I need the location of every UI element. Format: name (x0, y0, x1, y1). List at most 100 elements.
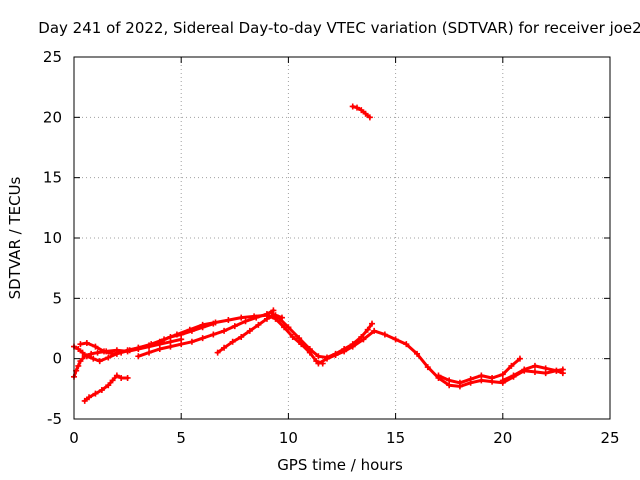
data-point (414, 350, 421, 357)
data-point (77, 358, 84, 365)
data-point (109, 377, 116, 384)
data-point (381, 331, 388, 338)
x-tick-label: 10 (279, 429, 298, 447)
data-point (499, 377, 506, 384)
x-tick-label: 0 (69, 429, 79, 447)
x-tick-label: 5 (176, 429, 186, 447)
series-arc-9 (435, 355, 523, 386)
data-point (81, 397, 88, 404)
x-axis-label: GPS time / hours (277, 456, 403, 474)
data-point (364, 326, 371, 333)
data-point (242, 318, 249, 325)
data-point (126, 347, 133, 354)
data-point (146, 349, 153, 356)
data-point (94, 349, 101, 356)
data-point (135, 344, 142, 351)
data-point (553, 367, 560, 374)
series-arc-8 (315, 327, 566, 390)
data-point (285, 324, 292, 331)
chart-title: Day 241 of 2022, Sidereal Day-to-day VTE… (38, 19, 640, 37)
data-point (263, 315, 270, 322)
data-point (210, 331, 217, 338)
data-point (315, 353, 322, 360)
grid-lines (74, 57, 610, 419)
data-point (508, 362, 515, 369)
tick-marks (73, 56, 611, 420)
data-point (229, 338, 236, 345)
data-point (118, 349, 125, 356)
y-tick-label: 15 (43, 169, 62, 187)
data-point (268, 309, 275, 316)
data-point (349, 343, 356, 350)
data-point (105, 354, 112, 361)
data-point (124, 374, 131, 381)
series-trace (269, 311, 374, 359)
data-point (369, 320, 376, 327)
data-point (113, 372, 120, 379)
data-point (75, 346, 82, 353)
data-point (332, 352, 339, 359)
data-point (358, 107, 365, 114)
y-tick-label: 10 (43, 229, 62, 247)
y-tick-label: 0 (52, 350, 62, 368)
y-tick-label: -5 (47, 410, 62, 428)
data-point (246, 327, 253, 334)
data-point (238, 314, 245, 321)
data-point (255, 321, 262, 328)
data-point (225, 317, 232, 324)
data-point (362, 110, 369, 117)
data-point (98, 387, 105, 394)
data-point (341, 348, 348, 355)
data-point (81, 353, 88, 360)
data-point (83, 339, 90, 346)
data-point (118, 374, 125, 381)
data-point (360, 336, 367, 343)
data-point (531, 362, 538, 369)
data-point (90, 355, 97, 362)
y-tick-labels: -5 0 5 10 15 20 25 (43, 48, 62, 428)
data-point (148, 341, 155, 348)
data-point (559, 370, 566, 377)
data-point (178, 341, 185, 348)
data-point (96, 358, 103, 365)
data-point (489, 374, 496, 381)
data-point (161, 336, 168, 343)
x-tick-label: 25 (600, 429, 619, 447)
data-point (86, 394, 93, 401)
data-point (105, 382, 112, 389)
data-point (79, 349, 86, 356)
data-point (403, 341, 410, 348)
data-point (221, 344, 228, 351)
data-point (354, 104, 361, 111)
data-point (542, 365, 549, 372)
data-point (188, 338, 195, 345)
data-point (238, 333, 245, 340)
series-arc-3 (81, 372, 131, 404)
y-tick-label: 25 (43, 48, 62, 66)
data-point (212, 319, 219, 326)
data-point (92, 343, 99, 350)
series-arc-6 (214, 312, 285, 356)
data-point (101, 348, 108, 355)
data-point (392, 336, 399, 343)
data-point (315, 360, 322, 367)
data-point (253, 314, 260, 321)
data-point (88, 350, 95, 357)
x-tick-label: 20 (493, 429, 512, 447)
data-point (296, 335, 303, 342)
data-point (424, 364, 431, 371)
data-point (199, 321, 206, 328)
data-point (467, 376, 474, 383)
data-point (521, 366, 528, 373)
data-point (323, 355, 330, 362)
y-axis-label: SDTVAR / TECUs (6, 176, 24, 299)
data-point (199, 335, 206, 342)
data-point (92, 390, 99, 397)
series-arc-11 (349, 103, 373, 121)
data-point (531, 368, 538, 375)
series-arc-5 (135, 307, 277, 360)
data-point (109, 350, 116, 357)
data-point (435, 372, 442, 379)
data-point (349, 103, 356, 110)
data-point (135, 353, 142, 360)
